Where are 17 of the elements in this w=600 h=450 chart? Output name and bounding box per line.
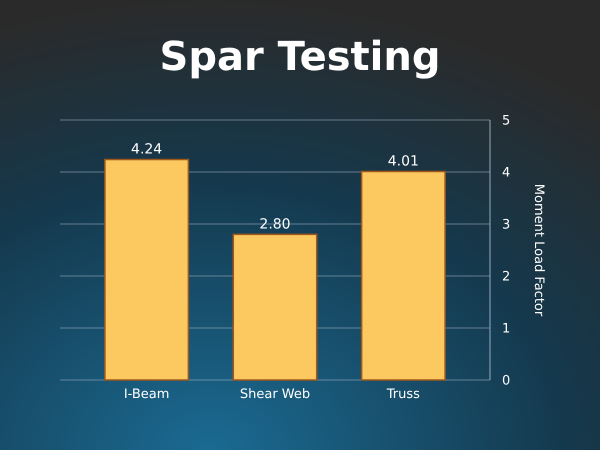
y-tick-label: 4 [502,166,510,181]
x-tick-label: Truss [386,387,420,402]
y-axis-title: Moment Load Factor [531,184,546,317]
bar [232,234,318,381]
x-tick-label: I-Beam [124,387,170,402]
data-label: 4.24 [131,142,162,158]
chart-title: Spar Testing [160,34,440,80]
y-tick-label: 5 [502,114,510,129]
bar [360,170,446,381]
y-tick-label: 1 [502,322,510,337]
x-tick-label: Shear Web [240,387,310,402]
y-tick-label: 0 [502,374,510,389]
y-tick-label: 3 [502,218,510,233]
y-tick-label: 2 [502,270,510,285]
data-label: 2.80 [259,216,291,232]
data-label: 4.01 [388,153,419,170]
bar [104,158,190,381]
